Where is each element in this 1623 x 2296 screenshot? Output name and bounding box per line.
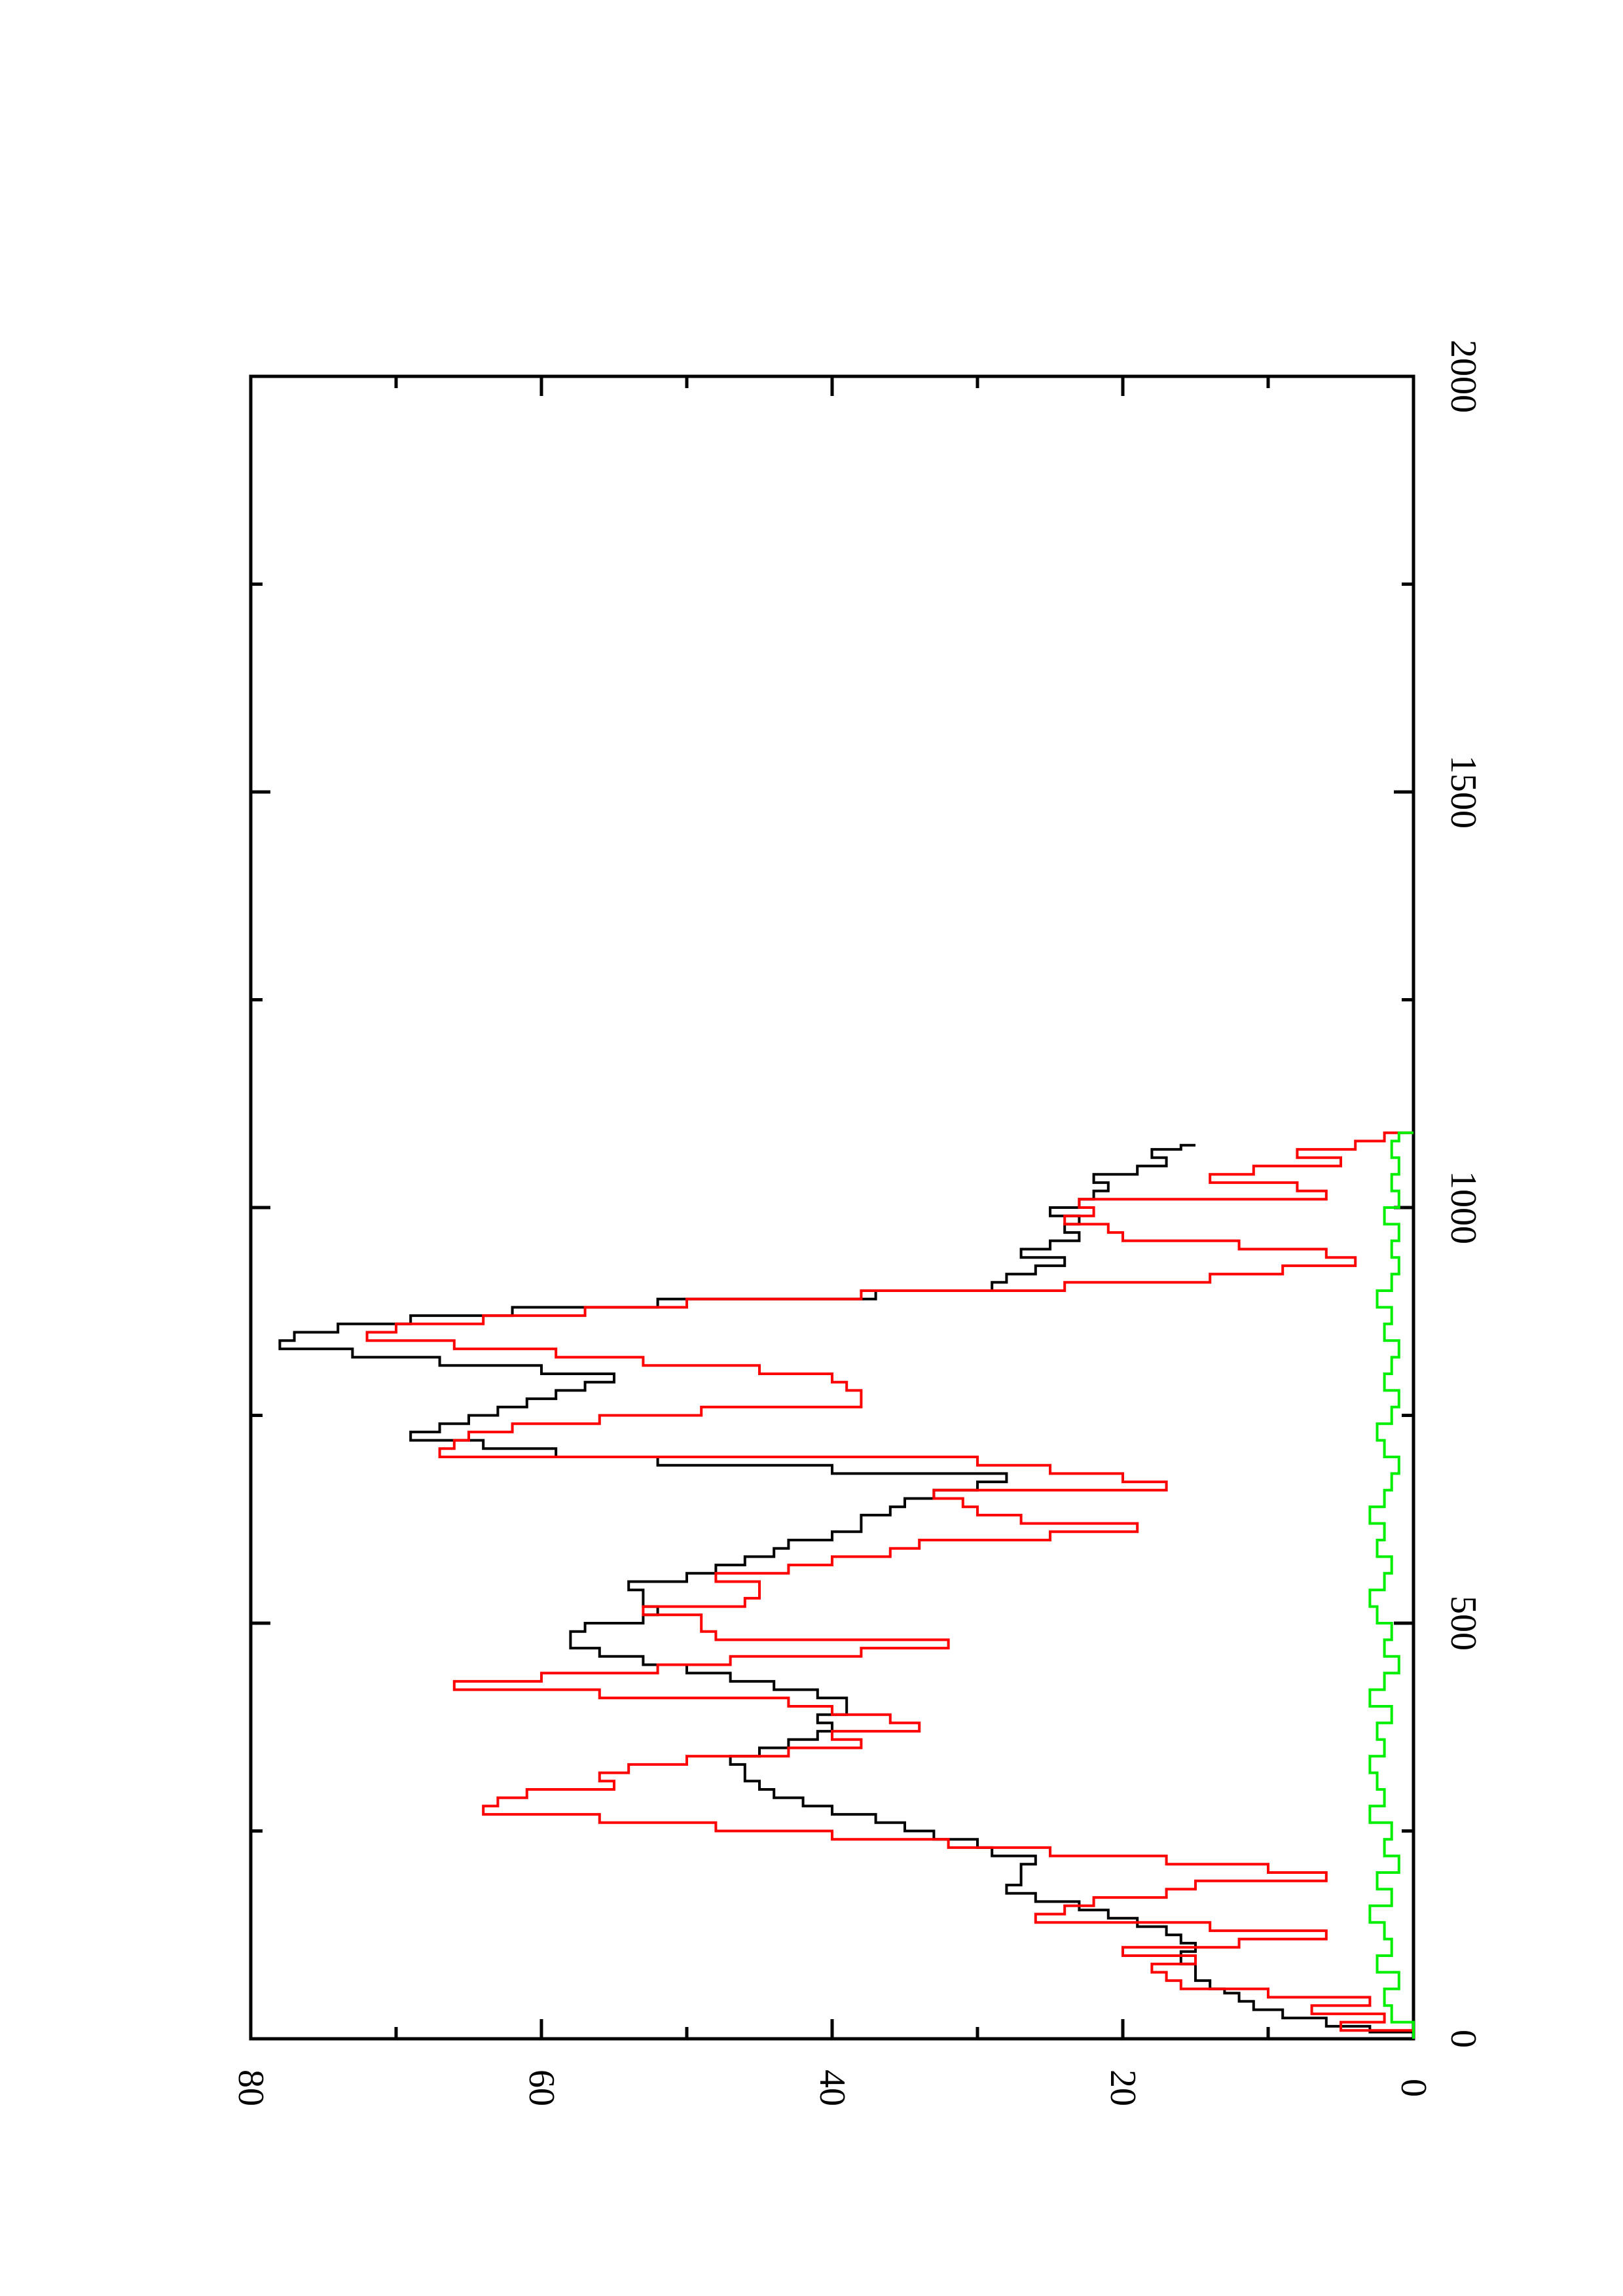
x-tick-label: 0 — [1443, 2030, 1484, 2048]
series-line-2 — [365, 1131, 1415, 2039]
x-tick-label: 2000 — [1443, 340, 1484, 413]
x-tick-label: 1500 — [1443, 755, 1484, 829]
x-tick-label: 500 — [1443, 1596, 1484, 1651]
series-line-1 — [278, 1143, 1415, 2039]
y-tick-label: 40 — [812, 2070, 852, 2106]
y-tick-label: 80 — [230, 2070, 271, 2106]
x-tick-label: 1000 — [1443, 1171, 1484, 1244]
y-tick-label: 0 — [1393, 2079, 1434, 2097]
axis-tick-labels: 0 500 1000 1500 2000 0 20 40 60 80 — [230, 340, 1484, 2106]
y-tick-label: 60 — [521, 2070, 562, 2106]
axis-ticks — [249, 374, 1415, 2041]
plot-frame — [249, 374, 1415, 2041]
data-series — [278, 1131, 1415, 2039]
series-line-3 — [1368, 1131, 1415, 2039]
y-tick-label: 20 — [1103, 2070, 1143, 2106]
